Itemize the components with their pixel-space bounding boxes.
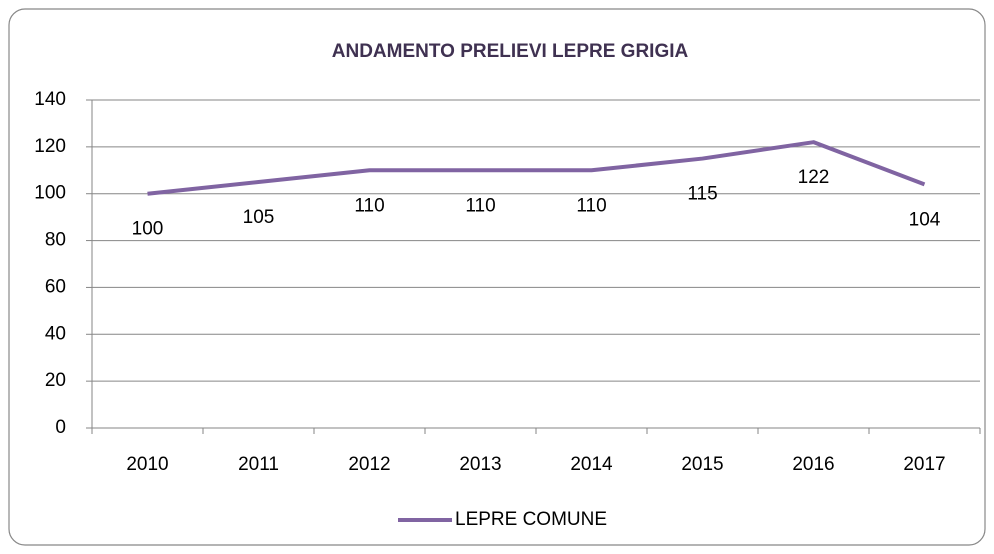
y-tick-label: 0: [55, 417, 66, 438]
data-label: 122: [798, 167, 830, 188]
y-tick-label: 140: [34, 89, 66, 110]
x-tick-label: 2012: [348, 454, 390, 475]
x-tick-label: 2011: [238, 454, 279, 475]
x-tick-label: 2014: [570, 454, 613, 475]
data-label: 104: [909, 209, 941, 230]
chart-title: ANDAMENTO PRELIEVI LEPRE GRIGIA: [332, 41, 689, 62]
y-tick-label: 100: [34, 183, 66, 204]
x-tick-label: 2015: [681, 454, 723, 475]
x-tick-label: 2010: [126, 454, 168, 475]
y-tick-label: 20: [45, 370, 66, 391]
y-tick-label: 80: [45, 230, 66, 251]
x-tick-label: 2016: [792, 454, 834, 475]
y-tick-label: 120: [34, 136, 66, 157]
data-label: 115: [687, 184, 717, 205]
data-label: 110: [576, 195, 606, 216]
x-tick-label: 2017: [903, 454, 945, 475]
data-label: 110: [354, 195, 384, 216]
chart-frame: [8, 8, 986, 546]
y-tick-label: 60: [45, 276, 66, 297]
x-tick-label: 2013: [459, 454, 501, 475]
legend-label: LEPRE COMUNE: [455, 509, 607, 530]
data-label: 105: [243, 207, 275, 228]
data-line: [147, 140, 926, 196]
data-label: 110: [465, 195, 495, 216]
y-tick-label: 40: [45, 323, 66, 344]
data-label: 100: [132, 219, 164, 240]
